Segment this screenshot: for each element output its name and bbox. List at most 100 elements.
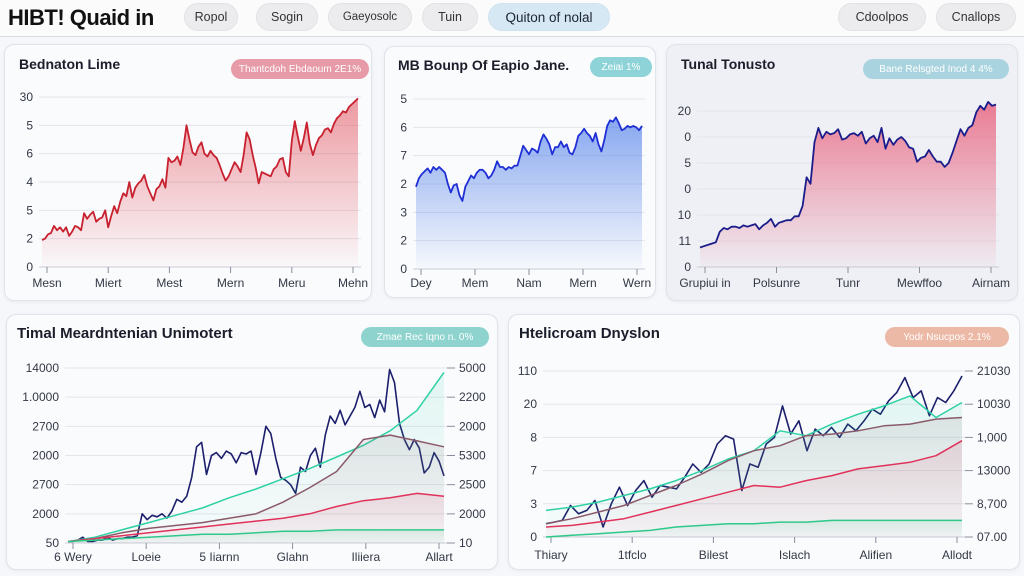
cnallops-button[interactable]: Cnallops [936,3,1016,31]
x-tick-label: Miert [95,276,122,290]
series-line-main [415,116,643,202]
x-tick-label: Loeie [132,550,162,564]
x-tick-label: Nam [516,276,541,290]
tab-tuin[interactable]: Tuin [422,3,478,31]
y-right-tick-label: 13000 [977,464,1011,478]
y-tick-label: 110 [518,364,537,378]
series-line-main [41,97,359,241]
series-area-green [546,520,962,537]
y-tick-label: 2 [26,232,33,246]
chart-title: Htelicroam Dnyslon [519,325,660,342]
y-tick-label: 3 [530,497,537,511]
x-tick-label: Mewffoo [897,276,942,290]
series-line-mauve [67,434,445,543]
y-tick-label: 5 [26,118,33,132]
chart-title: Bednaton Lime [19,56,121,72]
x-tick-label: Polsunre [753,276,801,290]
y-tick-label: 7 [530,464,537,478]
y-right-tick-label: 5000 [459,361,486,375]
series-line-teal [67,371,445,543]
x-tick-label: Islach [779,548,810,562]
y-tick-label: 6 [400,120,407,134]
tab-gaeyosolc[interactable]: Gaeyosolc [328,3,412,31]
top-bar: HIBT! Quaid in Ropol Sogin Gaeyosolc Tui… [0,0,1024,37]
x-tick-label: Wern [623,276,651,290]
x-tick-label: Thiary [534,548,567,562]
y-tick-label: 7 [400,149,407,163]
tab-ropol[interactable]: Ropol [184,3,238,31]
y-tick-label: 30 [20,90,34,104]
x-tick-label: Mern [569,276,596,290]
x-tick-label: Grupiui in [679,276,730,290]
series-area-main [416,117,642,270]
y-tick-label: 11 [679,234,692,248]
y-tick-label: 50 [46,536,60,550]
y-right-tick-label: 21030 [977,364,1011,378]
x-tick-label: Airnam [972,276,1010,290]
chart-title: Timal Meardntenian Unimotert [17,325,233,342]
chart-badge: Zeiai 1% [590,57,652,77]
chart-badge: Bane Relsgted Inod 4 4% [863,59,1009,79]
y-tick-label: 0 [684,260,691,274]
x-tick-label: Tunr [836,276,860,290]
cdoolpos-button[interactable]: Cdoolpos [838,3,926,31]
x-tick-label: Mem [462,276,489,290]
y-tick-label: 20 [678,104,692,118]
y-tick-label: 0 [684,182,691,196]
series-area-green [68,529,444,543]
chart-plot: 0 07.00 3 8,700 7 13000 8 1,000 20 10030 110 21030 T… [518,364,1011,562]
series-line-pink [545,440,963,528]
x-tick-label: Mest [156,276,183,290]
chart-plot: 0 2 3 2 7 6 5 Dey Mem Nam Mern Wern [400,92,651,290]
x-tick-label: Iliiera [351,550,380,564]
y-tick-label: 2700 [32,478,59,492]
y-tick-label: 0 [400,262,407,276]
y-right-tick-label: 2200 [459,390,486,404]
x-tick-label: 5 Iiarnn [199,550,239,564]
y-tick-label: 0 [530,530,537,544]
y-tick-label: 0 [26,260,33,274]
app-title: HIBT! Quaid in [8,5,154,30]
y-right-tick-label: 8,700 [977,497,1007,511]
series-area-pink [546,440,962,537]
y-tick-label: 6 [26,147,33,161]
chart-title: Tunal Tonusto [681,56,776,72]
x-tick-label: Bilest [699,548,729,562]
chart-card-helicroam: Htelicroam Dnyslon Yodr Nsucpos 2.1% 0 07… [508,314,1020,570]
y-tick-label: 2000 [32,507,59,521]
x-tick-label: Dey [410,276,431,290]
x-tick-label: Alifien [859,548,892,562]
y-tick-label: 2700 [32,419,59,433]
y-tick-label: 2 [400,177,407,191]
y-right-tick-label: 5300 [459,449,486,463]
series-line-main [699,101,997,249]
tab-quiton-of-nolal[interactable]: Quiton of nolal [488,3,610,31]
y-tick-label: 14000 [26,361,60,375]
chart-title: MB Bounp Of Eapio Jane. [398,57,570,73]
chart-badge: Thantcdoh Ebdaoum 2E1% [231,59,369,79]
series-line-pink [67,492,445,543]
y-tick-label: 4 [26,175,33,189]
x-tick-label: 6 Wery [54,550,92,564]
y-right-tick-label: 10030 [977,397,1011,411]
chart-plot: 0 11 10 0 5 0 20 Grupiui in Polsunre Tunr Mewffoo A… [678,101,1010,290]
chart-plot: 50 10 2000 2000 2700 2500 2000 5300 2700 2000 1.00… [22,361,486,564]
series-area-main [700,101,996,268]
x-tick-label: Allodt [942,548,973,562]
y-right-tick-label: 1,000 [977,430,1007,444]
x-tick-label: Meru [278,276,305,290]
y-tick-label: 3 [400,205,407,219]
chart-card-mb-bounp: MB Bounp Of Eapio Jane. Zeiai 1% 0 2 3 2 7 6 5… [384,46,656,298]
y-right-tick-label: 2000 [459,419,486,433]
x-tick-label: Glahn [277,550,309,564]
series-area-main [42,98,358,268]
y-tick-label: 2000 [32,449,59,463]
chart-badge: Yodr Nsucpos 2.1% [885,327,1009,347]
chart-card-bednaton: Bednaton Lime Thantcdoh Ebdaoum 2E1% 0 2 5… [4,44,372,301]
y-tick-label: 0 [684,130,691,144]
y-tick-label: 8 [530,430,537,444]
chart-plot: 0 2 5 4 6 5 30 Mesn Miert Mest Mern Meru Mehn [20,90,368,290]
y-tick-label: 10 [678,208,692,222]
y-tick-label: 1.0000 [22,390,59,404]
tab-sogin[interactable]: Sogin [256,3,318,31]
